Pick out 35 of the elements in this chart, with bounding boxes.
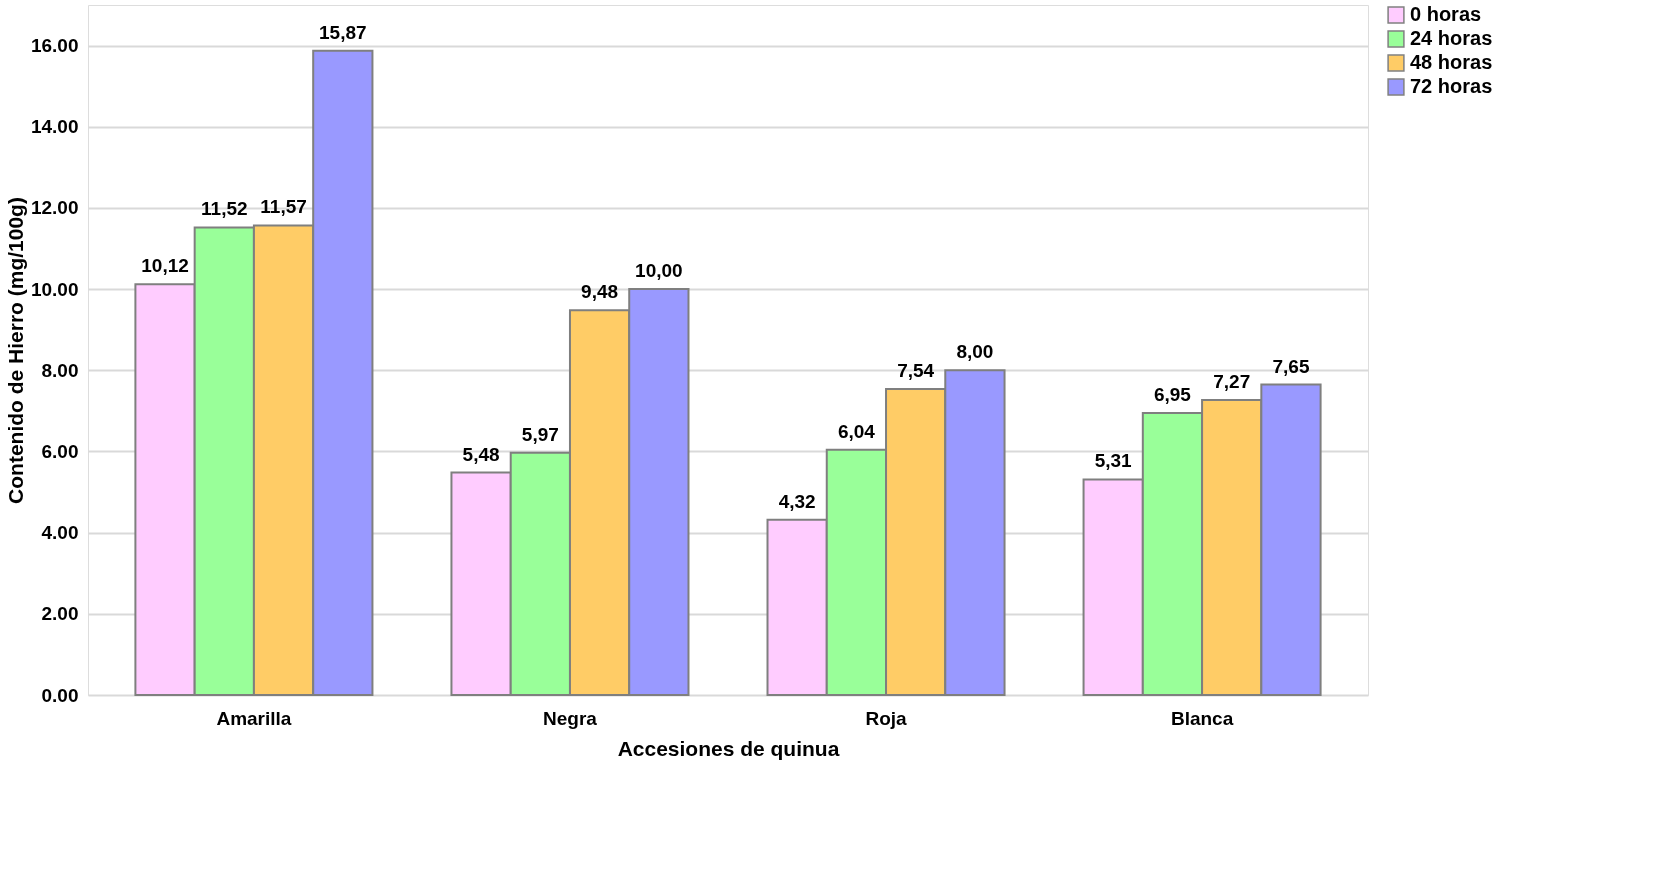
data-label: 6,95 — [1153, 383, 1192, 405]
x-tick-label: Blanca — [1170, 707, 1234, 729]
x-tick-label: Roja — [865, 707, 908, 729]
y-tick-label: 4.00 — [41, 522, 79, 544]
y-tick-label: 8.00 — [41, 359, 79, 381]
y-axis-title: Contenido de Hierro (mg/100g) — [3, 197, 27, 504]
legend-label: 24 horas — [1410, 27, 1493, 49]
y-tick-label: 14.00 — [30, 116, 79, 138]
data-label: 11,52 — [201, 198, 248, 220]
x-tick-label: Negra — [543, 707, 598, 729]
data-label: 5,97 — [521, 423, 559, 445]
data-label: 7,54 — [897, 359, 935, 381]
data-label: 15,87 — [319, 21, 367, 43]
y-tick-label: 12.00 — [30, 197, 79, 219]
data-label: 5,48 — [462, 443, 500, 465]
data-label: 11,57 — [260, 196, 307, 218]
y-tick-label: 2.00 — [41, 603, 79, 625]
x-axis-title: Accesiones de quinua — [617, 736, 840, 760]
data-label: 9,48 — [581, 281, 619, 303]
y-tick-label: 0.00 — [41, 684, 79, 706]
data-label: 8,00 — [956, 341, 994, 363]
data-label: 10,12 — [141, 255, 189, 277]
data-label: 6,04 — [837, 420, 876, 442]
y-tick-label: 16.00 — [30, 35, 79, 57]
data-label: 7,27 — [1213, 370, 1251, 392]
legend-label: 48 horas — [1410, 51, 1493, 73]
y-tick-label: 6.00 — [41, 440, 79, 462]
data-label: 5,31 — [1094, 450, 1133, 472]
legend-label: 0 horas — [1410, 3, 1482, 25]
data-label: 10,00 — [635, 260, 683, 282]
data-label: 7,65 — [1272, 355, 1310, 377]
x-tick-label: Amarilla — [216, 707, 292, 729]
legend-label: 72 horas — [1410, 75, 1493, 97]
data-label: 4,32 — [778, 490, 816, 512]
y-tick-label: 10.00 — [30, 278, 79, 300]
